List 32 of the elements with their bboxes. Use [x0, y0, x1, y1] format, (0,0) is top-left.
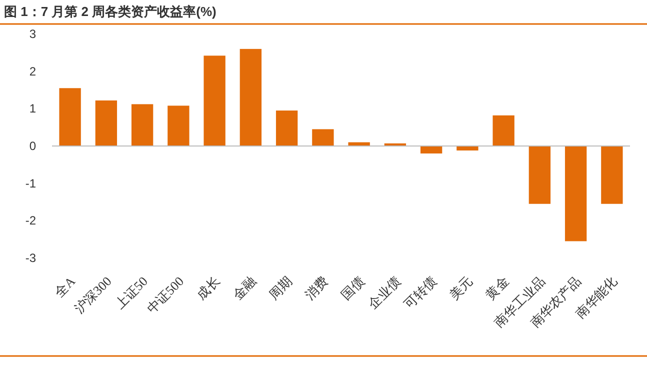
- x-tick-label: 黄金: [482, 274, 512, 303]
- bar: [564, 146, 587, 242]
- bar: [95, 100, 118, 146]
- y-tick-label: 0: [29, 139, 36, 153]
- y-tick-label: 2: [29, 64, 36, 78]
- y-tick-label: -2: [25, 214, 36, 228]
- bar: [601, 146, 623, 204]
- y-tick-label: 1: [29, 102, 36, 116]
- x-tick-label: 消费: [302, 274, 332, 303]
- bar: [420, 146, 442, 154]
- bar: [276, 110, 298, 146]
- y-tick-label: -1: [25, 176, 36, 190]
- bar: [59, 88, 81, 146]
- x-tick-label: 国债: [338, 274, 368, 303]
- bar: [312, 129, 334, 146]
- bar: [168, 106, 190, 146]
- x-tick-label: 可转债: [401, 274, 440, 312]
- x-tick-label: 成长: [194, 274, 223, 303]
- x-tick-label: 全A: [52, 273, 79, 300]
- x-tick-label: 企业债: [365, 274, 404, 312]
- bar: [456, 146, 478, 150]
- x-tick-label: 周期: [266, 274, 295, 303]
- x-tick-label: 金融: [230, 274, 259, 303]
- y-tick-label: -3: [25, 251, 36, 265]
- y-tick-label: 3: [29, 27, 36, 41]
- bar: [204, 56, 226, 146]
- bar: [528, 146, 551, 204]
- x-tick-label: 美元: [446, 274, 476, 303]
- bar: [492, 115, 514, 146]
- bar: [131, 104, 154, 146]
- chart-title: 图 1：7 月第 2 周各类资产收益率(%): [4, 4, 216, 19]
- bar: [240, 48, 262, 146]
